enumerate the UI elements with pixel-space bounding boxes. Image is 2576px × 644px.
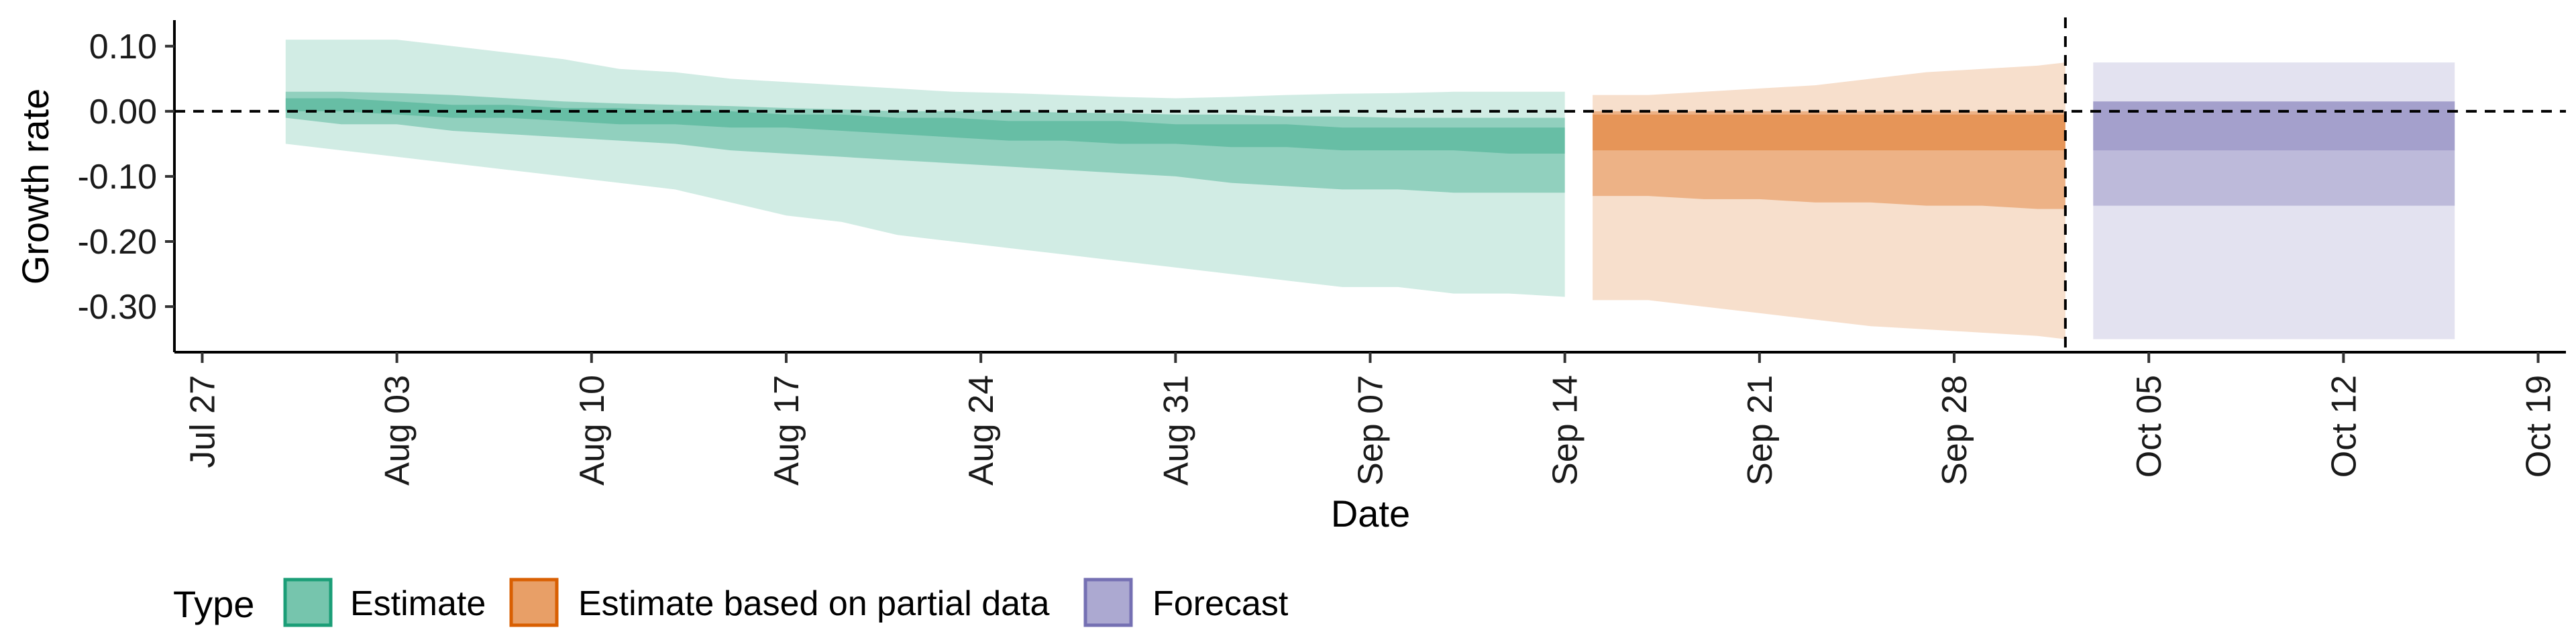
forecast-band-50 bbox=[2093, 101, 2455, 206]
legend: Type Estimate Estimate based on partial d… bbox=[173, 578, 1289, 627]
estimate-band-20 bbox=[285, 98, 1565, 154]
y-tick-label: 0.10 bbox=[89, 28, 157, 66]
x-tick-label: Sep 21 bbox=[1741, 375, 1780, 486]
legend-label-estimate-based-on-partial-data: Estimate based on partial data bbox=[578, 584, 1050, 623]
x-tick-label: Aug 24 bbox=[962, 375, 1001, 486]
reference-lines bbox=[174, 17, 2566, 352]
y-tick-label: -0.10 bbox=[77, 158, 157, 197]
x-tick-label: Aug 31 bbox=[1157, 375, 1195, 486]
estimate-based-on-partial-data-band-90 bbox=[1593, 62, 2065, 339]
estimate-based-on-partial-data-band-20 bbox=[1593, 114, 2065, 151]
x-tick-label: Aug 03 bbox=[378, 375, 417, 486]
credible-interval-bands bbox=[285, 40, 2455, 339]
legend-key-estimate-based-on-partial-data bbox=[509, 578, 559, 627]
estimate-based-on-partial-data-band-50 bbox=[1593, 111, 2065, 209]
legend-label-estimate: Estimate bbox=[350, 584, 486, 623]
y-tick-label: -0.30 bbox=[77, 288, 157, 327]
legend-label-forecast: Forecast bbox=[1152, 584, 1289, 623]
x-tick-label: Oct 05 bbox=[2130, 375, 2169, 478]
x-tick-label: Sep 07 bbox=[1352, 375, 1391, 486]
x-tick-label: Oct 19 bbox=[2520, 375, 2559, 478]
y-tick-label: 0.00 bbox=[89, 93, 157, 131]
legend-key-forecast bbox=[1083, 578, 1133, 627]
x-tick-label: Aug 10 bbox=[573, 375, 612, 486]
forecast-band-20 bbox=[2093, 101, 2455, 151]
x-axis-title: Date bbox=[1331, 492, 1410, 535]
legend-key-estimate bbox=[283, 578, 333, 627]
x-tick-label: Aug 17 bbox=[767, 375, 806, 486]
forecast-band-90 bbox=[2093, 62, 2455, 339]
x-tick-label: Sep 28 bbox=[1935, 375, 1974, 486]
y-tick-label: -0.20 bbox=[77, 223, 157, 262]
legend-title: Type bbox=[173, 583, 254, 625]
x-tick-label: Oct 12 bbox=[2324, 375, 2363, 478]
x-axis-ticks: Jul 27 Aug 03 Aug 10 Aug 17 Aug 24 Aug 31 Sep … bbox=[184, 352, 2559, 486]
y-axis-title: Growth rate bbox=[14, 89, 56, 285]
y-axis-ticks: 0.10 0.00 -0.10 -0.20 -0.30 bbox=[77, 28, 174, 327]
x-tick-label: Jul 27 bbox=[184, 375, 223, 468]
estimate-band-90 bbox=[285, 40, 1565, 297]
x-tick-label: Sep 14 bbox=[1546, 375, 1585, 486]
estimate-band-50 bbox=[285, 91, 1565, 193]
